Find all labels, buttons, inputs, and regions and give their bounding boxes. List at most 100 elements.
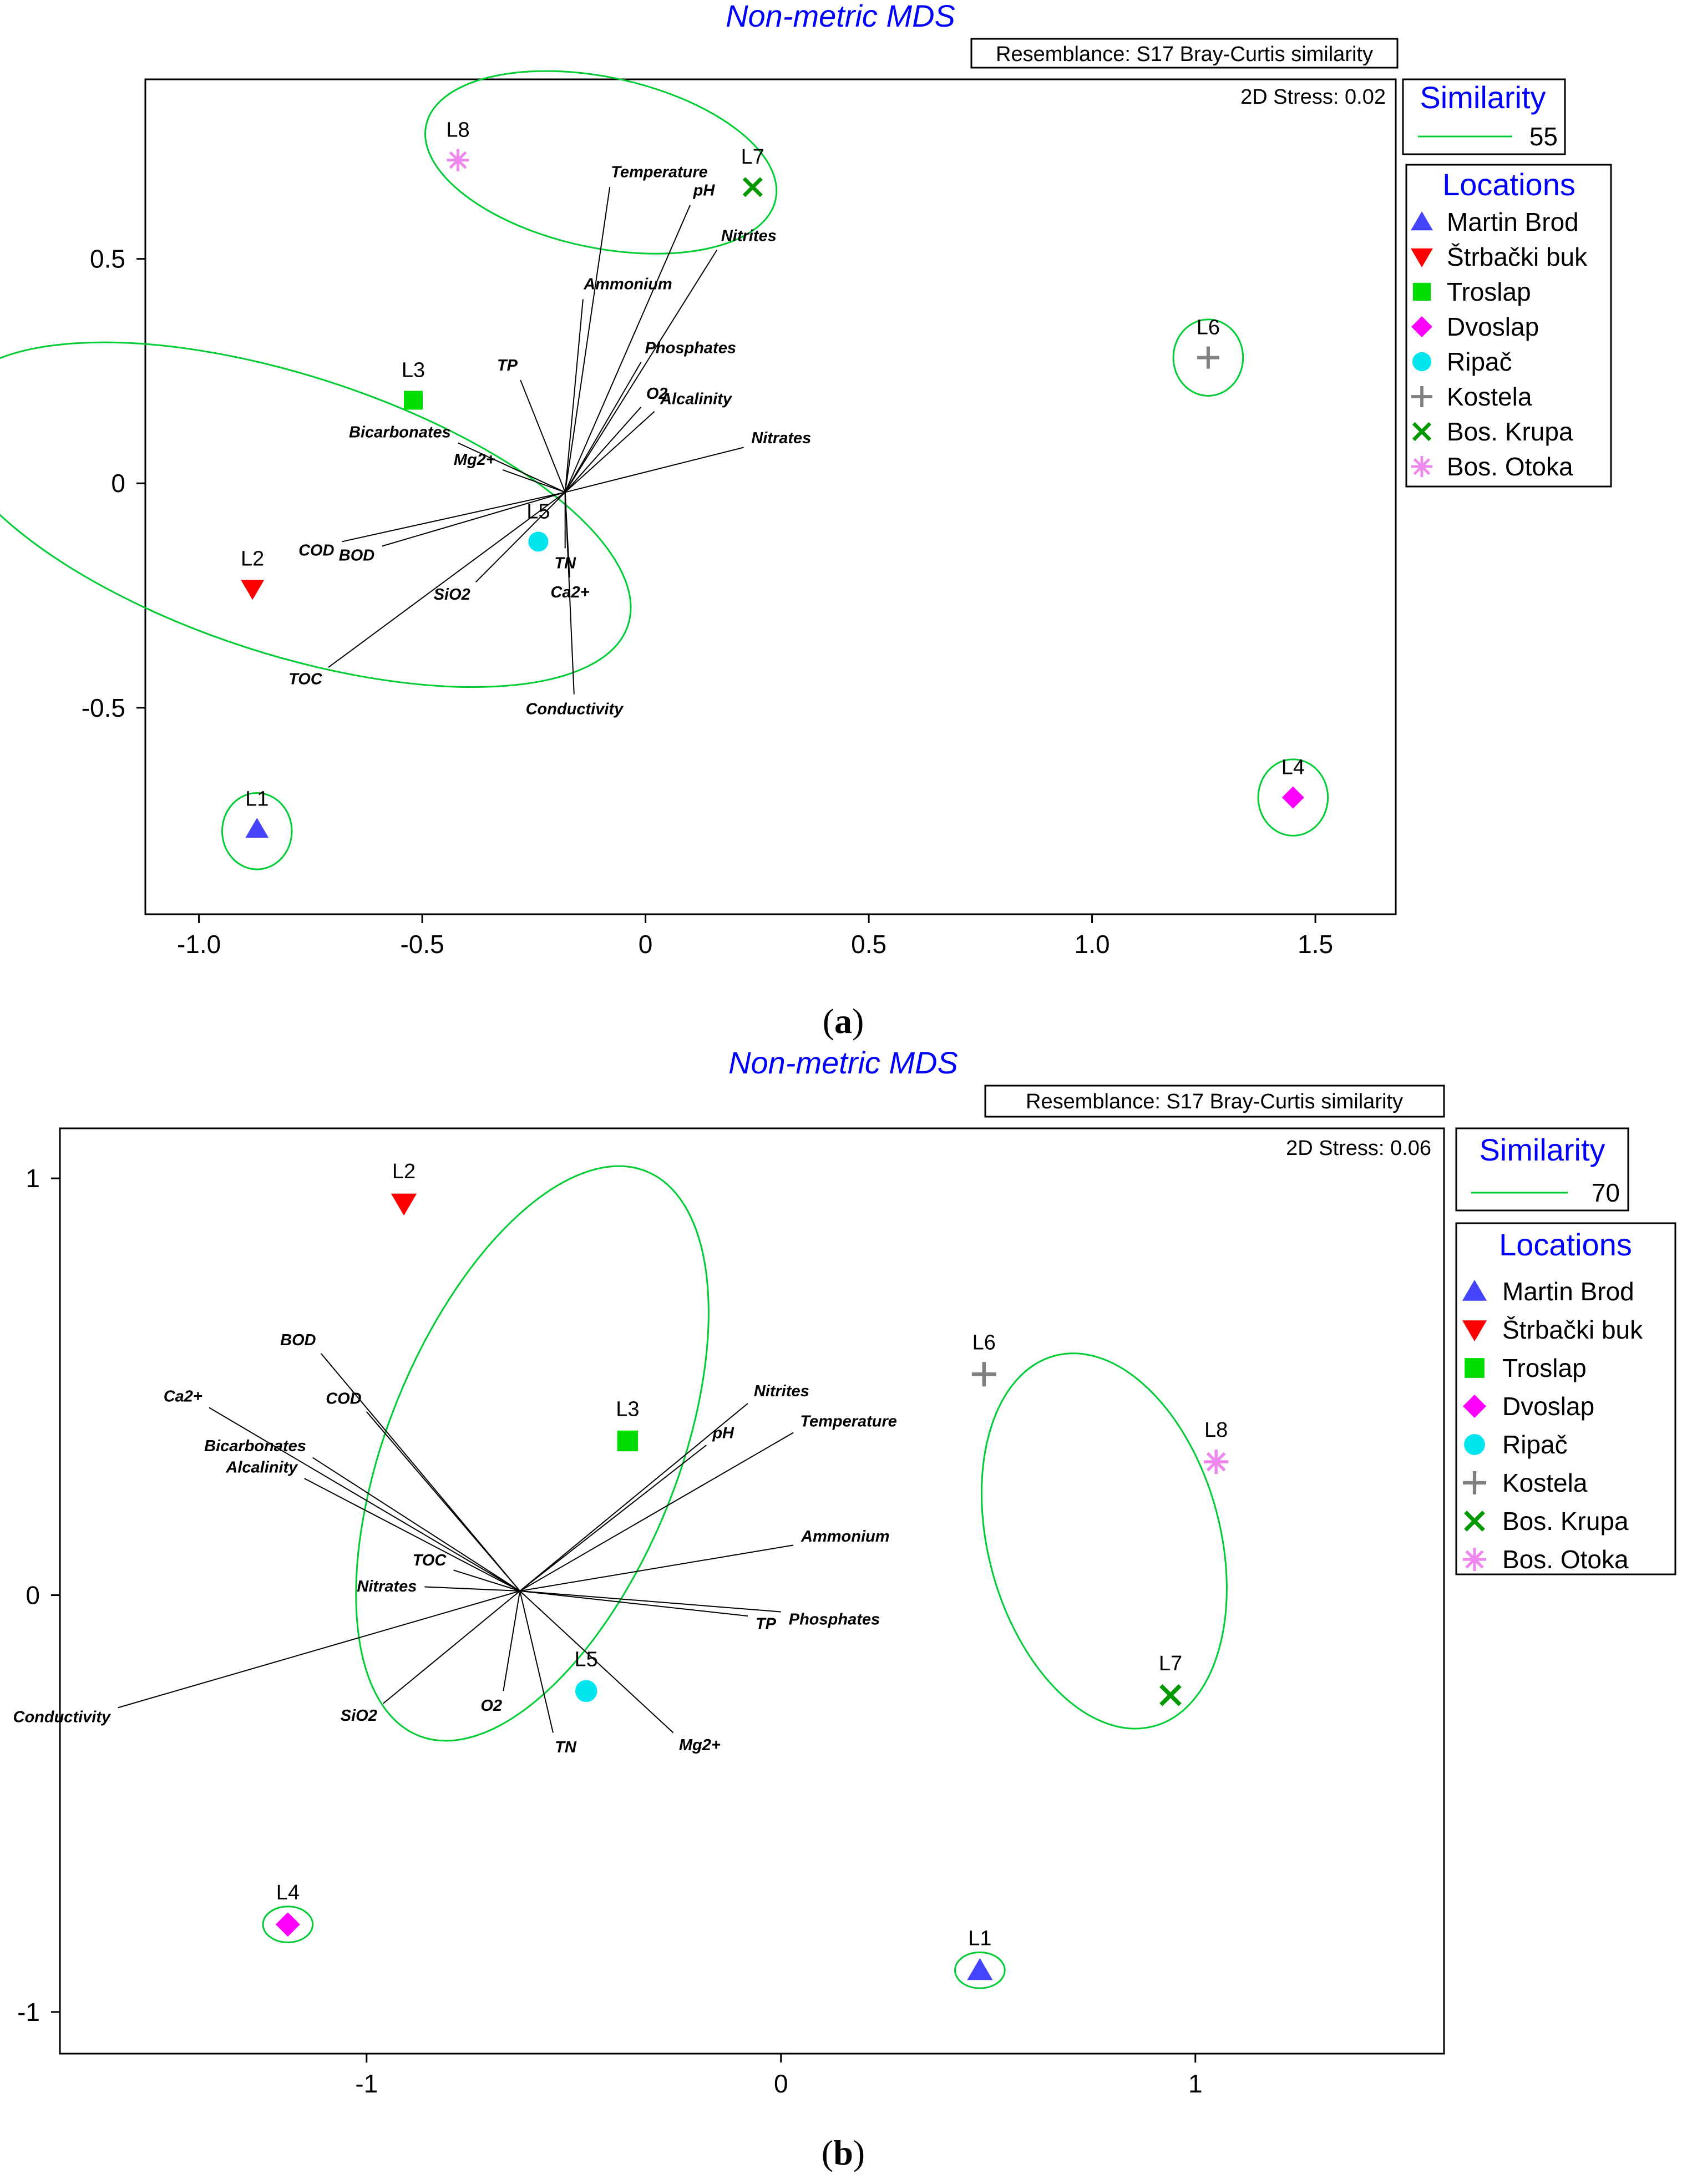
sample-points: L1 L2 L3 L4 L5 L6 L7 L8 xyxy=(241,119,1305,838)
plot-frame xyxy=(59,1127,1445,2055)
point-l3 xyxy=(617,1430,639,1452)
legend-marker-ripac xyxy=(1412,352,1432,372)
vector-label-toc: TOC xyxy=(413,1552,447,1569)
similarity-clusters xyxy=(0,70,1329,870)
resemblance-box xyxy=(984,1085,1445,1118)
vector-overlay: BOD Ca2+ COD Bicarbonates Alcalinity Nitrites… xyxy=(13,1331,897,1756)
vector-phosphates xyxy=(564,362,642,493)
similarity-ellipse xyxy=(954,1951,1006,1989)
chart-title: Non-metric MDS xyxy=(726,0,955,33)
point-label-l6: L6 xyxy=(1197,316,1220,339)
legend-marker-kostela xyxy=(1463,1471,1486,1494)
point-label-l8: L8 xyxy=(1204,1418,1228,1442)
vector-mg2 xyxy=(519,1590,674,1734)
similarity-ellipse xyxy=(355,1165,710,1742)
legend-marker-martin-brod xyxy=(1462,1280,1487,1301)
vector-sio2 xyxy=(383,1590,520,1704)
vector-cod xyxy=(366,1411,520,1592)
similarity-ellipse xyxy=(981,1352,1228,1730)
vector-label-bicarbonates: Bicarbonates xyxy=(204,1437,306,1455)
x-tick-label: 0 xyxy=(639,930,653,959)
resemblance-label: Resemblance: S17 Bray-Curtis similarity xyxy=(996,43,1373,66)
similarity-ellipse xyxy=(1172,318,1244,397)
vector-ammonium xyxy=(520,1544,794,1592)
legend-marker-strbacki-buk xyxy=(1462,1320,1487,1341)
vector-tp xyxy=(520,1590,748,1617)
legend-item-martin-brod: Martin Brod xyxy=(1447,207,1579,236)
axis-ticks: -1.0 -0.5 0 0.5 1.0 1.5 -0.5 0 0.5 xyxy=(82,245,1333,959)
vector-nitrites xyxy=(564,249,718,493)
legend-marker-troslap xyxy=(1465,1358,1485,1378)
vector-o2 xyxy=(564,407,642,493)
legend-marker-troslap xyxy=(1412,282,1431,301)
vector-label-phosphates: Phosphates xyxy=(789,1611,880,1629)
vector-nitrates xyxy=(424,1586,520,1592)
vector-label-tp: TP xyxy=(497,357,518,374)
similarity-ellipse xyxy=(1257,758,1329,837)
legend-marker-kostela xyxy=(1411,386,1432,407)
x-tick-label: 0 xyxy=(774,2069,788,2098)
vector-label-tn: TN xyxy=(555,1739,577,1756)
legend-item-strbacki-buk: Štrbački buk xyxy=(1447,242,1588,271)
vector-bod xyxy=(382,491,565,547)
legend-item-dvoslap: Dvoslap xyxy=(1502,1392,1594,1421)
vector-label-bod: BOD xyxy=(339,546,375,564)
resemblance-box xyxy=(970,38,1399,69)
locations-legend-items: Martin Brod Štrbački buk Troslap Dvoslap Rip… xyxy=(1411,207,1588,481)
point-label-l7: L7 xyxy=(741,145,764,169)
vector-ca2 xyxy=(209,1407,520,1592)
legend-marker-martin-brod xyxy=(1411,211,1433,231)
point-l2 xyxy=(391,1193,417,1216)
similarity-ellipse xyxy=(0,341,632,688)
legend-marker-dvoslap xyxy=(1411,316,1432,337)
vector-label-nitrites: Nitrites xyxy=(721,227,777,245)
vector-label-o2: O2 xyxy=(480,1697,502,1715)
similarity-legend-value: 55 xyxy=(1529,122,1558,151)
point-l5 xyxy=(575,1680,597,1702)
vector-label-ca2: Ca2+ xyxy=(164,1387,202,1405)
point-label-l4: L4 xyxy=(1281,756,1305,779)
y-tick-label: 0 xyxy=(26,1581,40,1610)
point-label-l2: L2 xyxy=(241,547,264,570)
similarity-legend-title: Similarity xyxy=(1479,1132,1605,1167)
vector-alcalinity xyxy=(565,411,655,493)
vector-label-ammonium: Ammonium xyxy=(583,276,672,293)
similarity-legend-title: Similarity xyxy=(1420,80,1546,115)
vector-label-mg2: Mg2+ xyxy=(679,1736,721,1754)
legend-item-martin-brod: Martin Brod xyxy=(1502,1277,1634,1306)
vector-ph xyxy=(564,205,691,493)
vector-label-ph: pH xyxy=(693,182,716,200)
vector-label-bod: BOD xyxy=(280,1331,316,1349)
plot-frame xyxy=(144,78,1397,915)
legend-item-troslap: Troslap xyxy=(1502,1354,1587,1382)
point-label-l1: L1 xyxy=(968,1927,991,1950)
point-l1 xyxy=(245,818,269,838)
point-label-l3: L3 xyxy=(402,359,425,382)
point-l7 xyxy=(1159,1684,1182,1706)
locations-legend xyxy=(1405,164,1612,488)
legend-item-bos-krupa: Bos. Krupa xyxy=(1447,417,1573,446)
vector-alcalinity xyxy=(304,1478,520,1592)
vector-label-toc: TOC xyxy=(288,670,323,688)
vector-o2 xyxy=(503,1590,521,1691)
similarity-clusters xyxy=(262,1165,1228,1989)
vector-toc xyxy=(328,491,566,668)
point-l4 xyxy=(1281,786,1304,809)
vector-bicarbonates xyxy=(458,442,566,493)
legend-item-bos-otoka: Bos. Otoka xyxy=(1447,452,1573,481)
point-label-l8: L8 xyxy=(446,119,469,142)
point-label-l4: L4 xyxy=(276,1881,300,1904)
vector-label-phosphates: Phosphates xyxy=(645,339,736,357)
legend-marker-bos-otoka xyxy=(1411,456,1432,477)
x-tick-label: 1.5 xyxy=(1298,930,1333,959)
vector-label-conductivity: Conductivity xyxy=(13,1708,112,1726)
legend-item-bos-krupa: Bos. Krupa xyxy=(1502,1507,1629,1536)
vector-temperature xyxy=(519,1432,794,1592)
point-label-l5: L5 xyxy=(575,1648,598,1671)
axis-ticks: -1 0 1 -1 0 1 xyxy=(17,1164,1202,2098)
resemblance-label: Resemblance: S17 Bray-Curtis similarity xyxy=(1026,1090,1403,1113)
legend-item-dvoslap: Dvoslap xyxy=(1447,312,1539,341)
similarity-legend-value: 70 xyxy=(1592,1178,1620,1207)
